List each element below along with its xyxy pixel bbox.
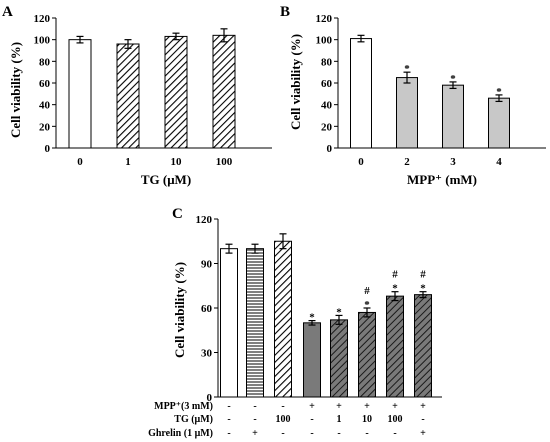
panel-b-category-label: 3 bbox=[450, 156, 456, 168]
panel-b-ytick-label: 120 bbox=[316, 13, 333, 25]
panel-c-bar bbox=[246, 248, 264, 398]
panel-c-condition-value: 10 bbox=[362, 414, 372, 425]
panel-c-significance-mark: * bbox=[336, 306, 342, 318]
panel-a-ytick-label: 120 bbox=[34, 13, 51, 25]
panel-c-condition-value: + bbox=[309, 401, 315, 412]
panel-c-bar bbox=[386, 295, 404, 398]
panel-b-ytick-label: 0 bbox=[327, 143, 333, 155]
panel-a-ytick-label: 60 bbox=[39, 78, 51, 90]
panel-a-ytick-label: 0 bbox=[45, 143, 51, 155]
panel-c-condition-value: - bbox=[365, 428, 368, 439]
panel-a-xlabel: TG (μM) bbox=[141, 172, 191, 187]
panel-c-significance-mark: * bbox=[420, 283, 426, 295]
panel-b-category-label: 2 bbox=[404, 156, 410, 168]
panel-a-category-label: 100 bbox=[216, 156, 233, 168]
panel-c-ytick-label: 60 bbox=[201, 303, 213, 315]
panel-c-significance-mark: * bbox=[364, 299, 370, 311]
panel-c-condition-value: 100 bbox=[388, 414, 403, 425]
panel-c-condition-value: - bbox=[310, 414, 313, 425]
panel-b-bar bbox=[488, 97, 510, 149]
panel-a-ytick-label: 40 bbox=[39, 100, 51, 112]
panel-b-bar bbox=[396, 77, 418, 149]
panel-a-bar bbox=[68, 39, 92, 149]
panel-c-ytick-label: 0 bbox=[207, 392, 213, 404]
panel-c-condition-value: 100 bbox=[276, 414, 291, 425]
panel-a-bar bbox=[212, 34, 236, 149]
panel-b-bar bbox=[442, 84, 464, 149]
panel-b-xlabel: MPP⁺ (mM) bbox=[407, 172, 477, 187]
panel-c-condition-value: + bbox=[336, 401, 342, 412]
panel-c-ytick-label: 120 bbox=[196, 214, 213, 226]
panel-c-condition-value: - bbox=[253, 414, 256, 425]
panel-c-condition-value: + bbox=[392, 401, 398, 412]
panel-c-condition-value: - bbox=[227, 414, 230, 425]
panel-c-condition-value: + bbox=[364, 401, 370, 412]
panel-c-condition-value: - bbox=[253, 401, 256, 412]
panel-c-condition-value: - bbox=[281, 428, 284, 439]
panel-b-ytick-label: 100 bbox=[316, 35, 333, 47]
panel-b-label: B bbox=[280, 4, 290, 20]
panel-a-label: A bbox=[2, 4, 13, 20]
panel-a-category-label: 1 bbox=[125, 156, 131, 168]
panel-c-ylabel: Cell viability (%) bbox=[172, 262, 187, 358]
panel-c-bar bbox=[358, 311, 376, 398]
panel-a-category-label: 0 bbox=[77, 156, 83, 168]
panel-c-ytick-label: 30 bbox=[201, 348, 213, 360]
panel-b-significance-mark: * bbox=[450, 73, 456, 85]
panel-b-ytick-label: 20 bbox=[321, 121, 333, 133]
panel-c-condition-row-label: TG (μM) bbox=[174, 414, 213, 425]
panel-c-bar bbox=[220, 248, 238, 398]
panel-c-condition-row-label: Ghrelin (1 μM) bbox=[148, 428, 213, 439]
panel-c-condition-value: - bbox=[421, 414, 424, 425]
panel-b-significance-mark: * bbox=[404, 63, 410, 75]
panel-b-ytick-label: 60 bbox=[321, 78, 333, 90]
panel-b-category-label: 0 bbox=[358, 156, 364, 168]
panel-b-category-label: 4 bbox=[496, 156, 502, 168]
panel-b-bar bbox=[350, 38, 372, 149]
panel-c-significance-mark: * bbox=[309, 312, 315, 324]
panel-c-bar bbox=[274, 240, 292, 398]
panel-a-bar bbox=[116, 43, 140, 149]
panel-c-bar bbox=[303, 322, 321, 398]
panel-c-condition-value: - bbox=[227, 428, 230, 439]
panel-a-category-label: 10 bbox=[171, 156, 183, 168]
panel-c-significance-mark: # bbox=[420, 269, 426, 281]
panel-b-ylabel: Cell viability (%) bbox=[288, 34, 303, 130]
panel-c-condition-value: - bbox=[337, 428, 340, 439]
panel-c-bar bbox=[414, 294, 432, 398]
panel-a-ytick-label: 80 bbox=[39, 56, 51, 68]
panel-c-ytick-label: 90 bbox=[201, 259, 213, 271]
panel-b-ytick-label: 40 bbox=[321, 100, 333, 112]
panel-c-condition-value: - bbox=[227, 401, 230, 412]
panel-c-condition-value: 1 bbox=[337, 414, 342, 425]
panel-c-condition-value: - bbox=[393, 428, 396, 439]
panel-c-bar bbox=[330, 319, 348, 398]
panel-c-condition-value: + bbox=[420, 401, 426, 412]
panel-c-condition-value: - bbox=[310, 428, 313, 439]
panel-c-significance-mark: * bbox=[392, 283, 398, 295]
panel-b-ytick-label: 80 bbox=[321, 56, 333, 68]
panel-a-ytick-label: 20 bbox=[39, 121, 51, 133]
panel-a-ytick-label: 100 bbox=[34, 35, 51, 47]
panel-c-significance-mark: # bbox=[392, 269, 398, 281]
panel-a-bar bbox=[164, 35, 188, 149]
panel-c-condition-value: - bbox=[281, 401, 284, 412]
panel-b-significance-mark: * bbox=[496, 86, 502, 98]
panel-c-label: C bbox=[172, 206, 183, 222]
panel-c-condition-value: + bbox=[252, 428, 258, 439]
panel-a-ylabel: Cell viability (%) bbox=[8, 42, 23, 138]
panel-c-significance-mark: # bbox=[364, 285, 370, 297]
panel-c-condition-value: + bbox=[420, 428, 426, 439]
panel-c-condition-row-label: MPP⁺(3 mM) bbox=[154, 401, 213, 412]
